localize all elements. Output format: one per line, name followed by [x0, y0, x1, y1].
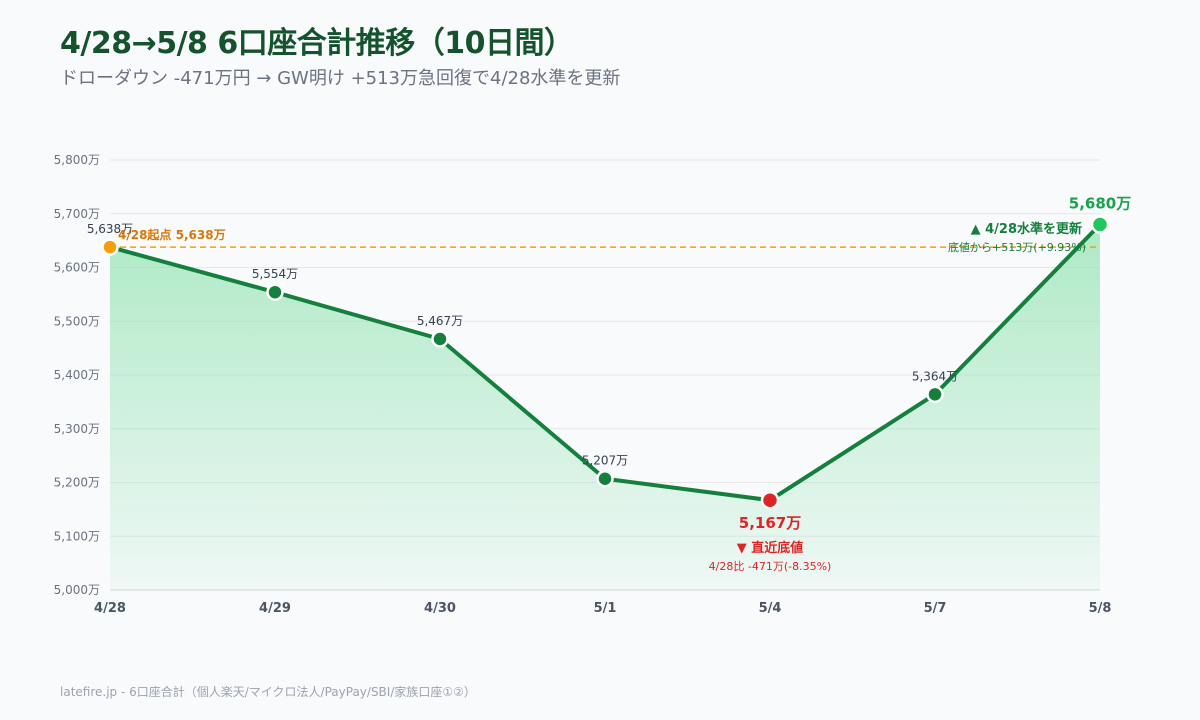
x-tick-label: 5/7 [924, 601, 947, 616]
point-layer [101, 215, 1110, 510]
data-label-high: 5,680万 [1069, 195, 1131, 213]
high-annotation-title: ▲ 4/28水準を更新 [971, 221, 1082, 237]
data-point-start [101, 238, 119, 256]
y-tick-label: 5,800万 [54, 153, 100, 167]
data-point [431, 330, 449, 348]
label-layer: 5,638万 5,554万 5,467万 5,207万 5,167万 5,364万 5,68… [87, 195, 1131, 574]
data-label: 5,554万 [252, 267, 298, 281]
low-annotation-detail: 4/28比 -471万(-8.35%) [709, 560, 832, 573]
high-annotation-detail: 底値から+513万(+9.93%) [948, 240, 1086, 254]
data-label: 5,364万 [912, 369, 958, 383]
data-label: 5,638万 [87, 222, 133, 236]
x-tick-label: 5/8 [1089, 601, 1112, 616]
data-point [596, 469, 614, 488]
data-label-low: 5,167万 [739, 514, 801, 532]
x-tick-label: 5/4 [759, 601, 782, 616]
data-point [266, 283, 284, 301]
x-tick-label: 5/1 [594, 601, 617, 616]
data-label: 5,467万 [417, 314, 463, 328]
x-tick-label: 4/28 [94, 601, 126, 616]
low-annotation-title: ▼ 直近底値 [737, 540, 804, 556]
y-tick-label: 5,100万 [54, 529, 100, 543]
y-tick-label: 5,000万 [54, 583, 100, 597]
data-point [926, 385, 944, 404]
y-tick-label: 5,700万 [54, 207, 100, 221]
footer-credit: latefire.jp - 6口座合計（個人楽天/マイクロ法人/PayPay/S… [60, 685, 476, 699]
chart-subtitle: ドローダウン -471万円 → GW明け +513万急回復で4/28水準を更新 [60, 68, 621, 89]
chart-title: 4/28→5/8 6口座合計推移（10日間） [60, 26, 574, 61]
x-tick-label: 4/30 [424, 601, 456, 616]
y-tick-label: 5,300万 [54, 422, 100, 436]
x-tick-label: 4/29 [259, 601, 291, 616]
y-tick-label: 5,600万 [54, 261, 100, 275]
reference-line-label: 4/28起点 5,638万 [118, 227, 226, 242]
data-point-low [760, 490, 780, 510]
y-tick-label: 5,500万 [54, 314, 100, 328]
data-point-high [1090, 215, 1110, 234]
y-tick-label: 5,400万 [54, 368, 100, 382]
y-tick-label: 5,200万 [54, 476, 100, 490]
data-label: 5,207万 [582, 454, 628, 468]
